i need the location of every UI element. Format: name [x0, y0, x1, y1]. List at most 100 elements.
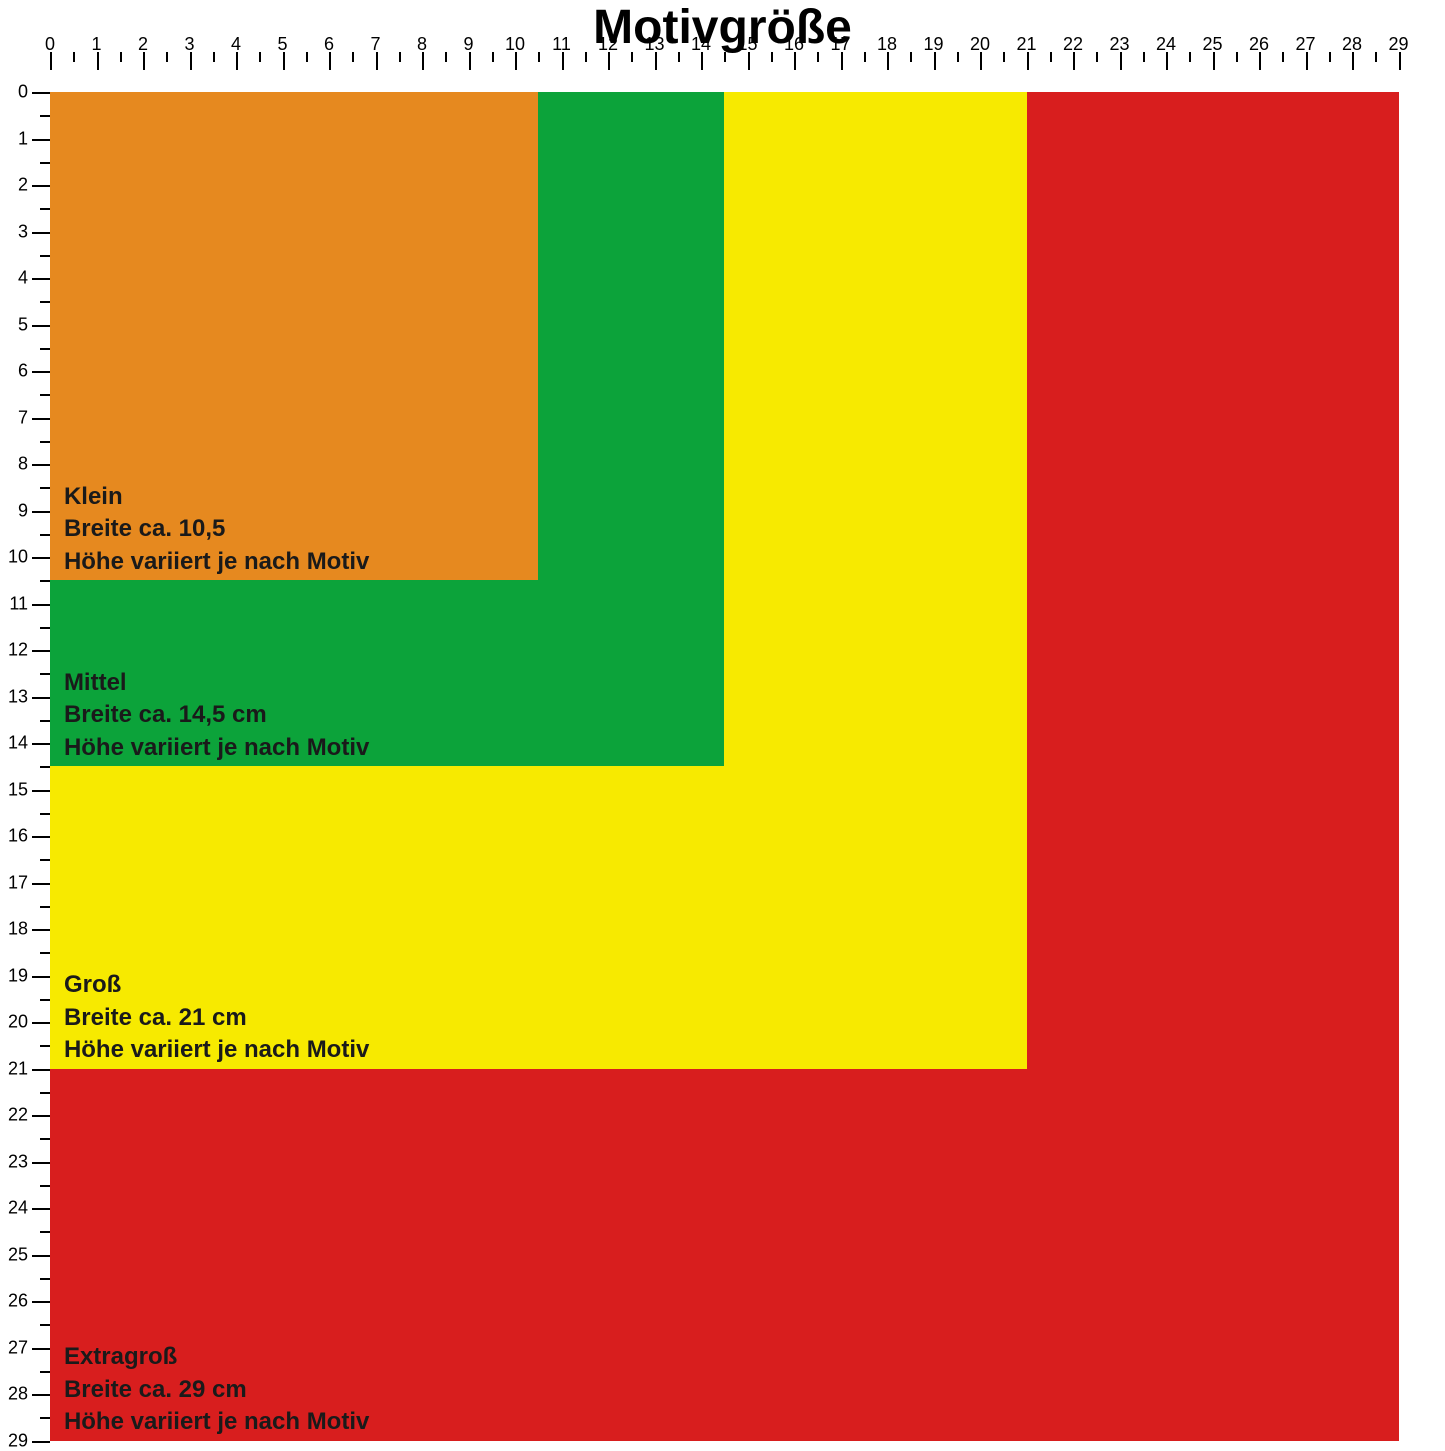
ruler-label: 6: [18, 361, 28, 382]
ruler-tick: [306, 52, 308, 62]
ruler-label: 25: [8, 1244, 28, 1265]
ruler-tick: [213, 52, 215, 62]
ruler-tick: [1096, 52, 1098, 62]
ruler-label: 18: [877, 34, 897, 55]
ruler-label: 23: [1109, 34, 1129, 55]
ruler-label: 19: [8, 965, 28, 986]
ruler-label: 18: [8, 919, 28, 940]
ruler-label: 12: [8, 640, 28, 661]
size-label-line: Höhe variiert je nach Motiv: [64, 1034, 369, 1066]
ruler-label: 21: [1016, 34, 1036, 55]
ruler-tick: [120, 52, 122, 62]
ruler-label: 0: [18, 82, 28, 103]
ruler-label: 23: [8, 1151, 28, 1172]
ruler-label: 2: [18, 175, 28, 196]
ruler-label: 3: [18, 221, 28, 242]
ruler-tick: [1282, 52, 1284, 62]
ruler-tick: [1003, 52, 1005, 62]
ruler-label: 27: [1295, 34, 1315, 55]
ruler-tick: [40, 1092, 50, 1094]
ruler-label: 24: [8, 1198, 28, 1219]
ruler-tick: [40, 394, 50, 396]
ruler-tick: [40, 255, 50, 257]
ruler-label: 29: [1388, 34, 1408, 55]
ruler-label: 10: [8, 547, 28, 568]
ruler-tick: [492, 52, 494, 62]
size-chart: ExtragroßBreite ca. 29 cmHöhe variiert j…: [50, 92, 1399, 1441]
ruler-label: 16: [784, 34, 804, 55]
ruler-tick: [32, 325, 50, 327]
ruler-label: 26: [8, 1291, 28, 1312]
ruler-label: 26: [1249, 34, 1269, 55]
ruler-tick: [32, 418, 50, 420]
ruler-tick: [40, 1371, 50, 1373]
ruler-label: 7: [370, 34, 380, 55]
ruler-tick: [40, 1417, 50, 1419]
ruler-tick: [771, 52, 773, 62]
ruler-tick: [585, 52, 587, 62]
ruler-tick: [32, 1115, 50, 1117]
ruler-label: 14: [691, 34, 711, 55]
ruler-tick: [1236, 52, 1238, 62]
ruler-tick: [166, 52, 168, 62]
ruler-horizontal: 0123456789101112131415161718192021222324…: [50, 52, 1409, 92]
ruler-tick: [40, 1045, 50, 1047]
ruler-tick: [32, 1441, 50, 1443]
ruler-tick: [40, 859, 50, 861]
ruler-tick: [32, 604, 50, 606]
ruler-tick: [1189, 52, 1191, 62]
ruler-label: 11: [9, 593, 28, 614]
ruler-label: 9: [463, 34, 473, 55]
ruler-tick: [40, 162, 50, 164]
ruler-tick: [724, 52, 726, 62]
ruler-vertical: 0123456789101112131415161718192021222324…: [0, 92, 50, 1451]
ruler-tick: [40, 952, 50, 954]
size-label-line: Höhe variiert je nach Motiv: [64, 546, 369, 578]
ruler-tick: [40, 1185, 50, 1187]
ruler-label: 22: [1063, 34, 1083, 55]
page-title: Motivgröße: [0, 0, 1445, 55]
ruler-label: 0: [45, 34, 55, 55]
size-label-line: Breite ca. 29 cm: [64, 1374, 369, 1406]
ruler-tick: [1050, 52, 1052, 62]
ruler-label: 12: [598, 34, 618, 55]
ruler-tick: [678, 52, 680, 62]
ruler-label: 1: [91, 34, 101, 55]
ruler-tick: [32, 511, 50, 513]
size-label-line: Breite ca. 21 cm: [64, 1002, 369, 1034]
size-label-mittel: MittelBreite ca. 14,5 cmHöhe variiert je…: [64, 667, 369, 764]
ruler-label: 13: [644, 34, 664, 55]
ruler-tick: [40, 1138, 50, 1140]
ruler-label: 15: [737, 34, 757, 55]
ruler-tick: [40, 534, 50, 536]
ruler-tick: [32, 557, 50, 559]
ruler-tick: [40, 441, 50, 443]
ruler-label: 15: [8, 779, 28, 800]
ruler-label: 8: [18, 454, 28, 475]
ruler-label: 9: [18, 500, 28, 521]
ruler-tick: [32, 185, 50, 187]
ruler-tick: [40, 766, 50, 768]
ruler-label: 29: [8, 1430, 28, 1451]
ruler-tick: [40, 627, 50, 629]
ruler-tick: [32, 371, 50, 373]
ruler-tick: [1329, 52, 1331, 62]
ruler-label: 17: [8, 872, 28, 893]
ruler-tick: [352, 52, 354, 62]
size-label-line: Mittel: [64, 667, 369, 699]
size-label-line: Höhe variiert je nach Motiv: [64, 1406, 369, 1438]
ruler-label: 10: [505, 34, 525, 55]
size-label-line: Höhe variiert je nach Motiv: [64, 732, 369, 764]
ruler-tick: [32, 883, 50, 885]
size-label-line: Breite ca. 14,5 cm: [64, 699, 369, 731]
ruler-tick: [32, 1348, 50, 1350]
ruler-label: 8: [417, 34, 427, 55]
ruler-tick: [40, 115, 50, 117]
ruler-tick: [40, 208, 50, 210]
ruler-label: 11: [552, 34, 571, 55]
size-label-line: Klein: [64, 481, 369, 513]
ruler-tick: [32, 697, 50, 699]
size-label-klein: KleinBreite ca. 10,5Höhe variiert je nac…: [64, 481, 369, 578]
ruler-tick: [32, 1022, 50, 1024]
ruler-tick: [40, 1278, 50, 1280]
